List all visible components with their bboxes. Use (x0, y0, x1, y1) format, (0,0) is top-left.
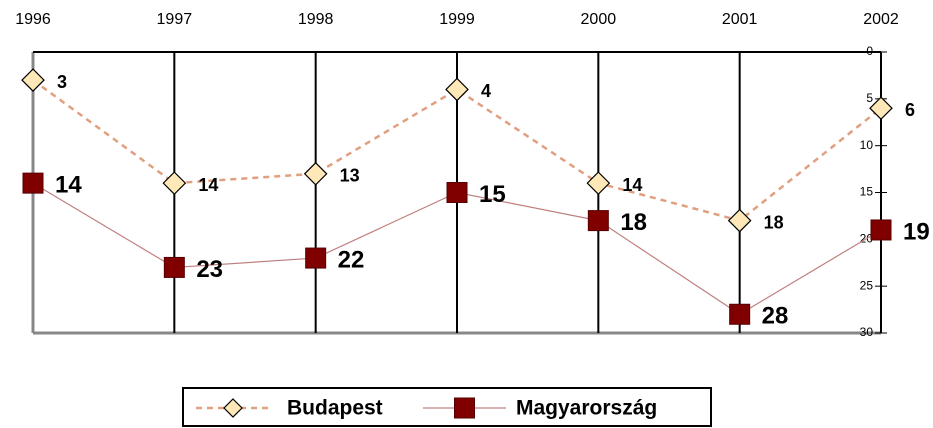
y-tick-label: 10 (860, 138, 874, 152)
marker-square (446, 182, 468, 203)
data-label: 14 (198, 175, 218, 195)
marker-diamond (303, 161, 328, 186)
y-tick-label: 25 (860, 278, 874, 292)
data-label: 19 (903, 218, 930, 245)
data-label: 13 (340, 166, 360, 186)
marker-square (729, 303, 751, 325)
legend-box (182, 387, 712, 427)
x-tick-label: 2001 (722, 11, 758, 28)
x-tick-label: 1999 (439, 11, 475, 28)
data-label: 23 (196, 256, 223, 283)
y-tick-label: 30 (860, 325, 874, 339)
marker-square (305, 247, 327, 269)
marker-diamond (586, 171, 611, 195)
y-tick-label: 0 (866, 44, 873, 58)
x-tick-label: 1997 (157, 11, 193, 28)
data-label: 3 (57, 72, 67, 92)
marker-diamond (21, 68, 45, 92)
marker-diamond (727, 208, 752, 233)
legend-label: Budapest (287, 397, 383, 420)
x-tick-label: 2002 (863, 11, 899, 28)
x-tick-label: 1998 (298, 11, 334, 28)
data-label: 18 (620, 209, 647, 236)
marker-square (22, 172, 44, 194)
marker-square (163, 256, 185, 278)
marker-diamond (445, 77, 469, 102)
marker-diamond (162, 171, 187, 195)
legend-marker (454, 397, 475, 419)
legend-label: Magyarország (516, 397, 657, 420)
legend-marker (223, 398, 243, 418)
marker-square (587, 210, 609, 232)
data-label: 4 (481, 81, 491, 101)
data-label: 28 (762, 303, 789, 330)
marker-diamond (869, 96, 893, 121)
data-label: 18 (764, 212, 784, 232)
marker-square (870, 219, 892, 241)
y-tick-label: 5 (866, 91, 873, 105)
y-tick-label: 15 (860, 185, 874, 199)
x-tick-label: 1996 (15, 11, 51, 28)
data-label: 6 (905, 100, 915, 120)
data-label: 15 (479, 181, 506, 208)
data-label: 14 (55, 171, 82, 198)
data-label: 14 (622, 175, 642, 195)
x-tick-label: 2000 (581, 11, 617, 28)
data-label: 22 (338, 246, 365, 273)
